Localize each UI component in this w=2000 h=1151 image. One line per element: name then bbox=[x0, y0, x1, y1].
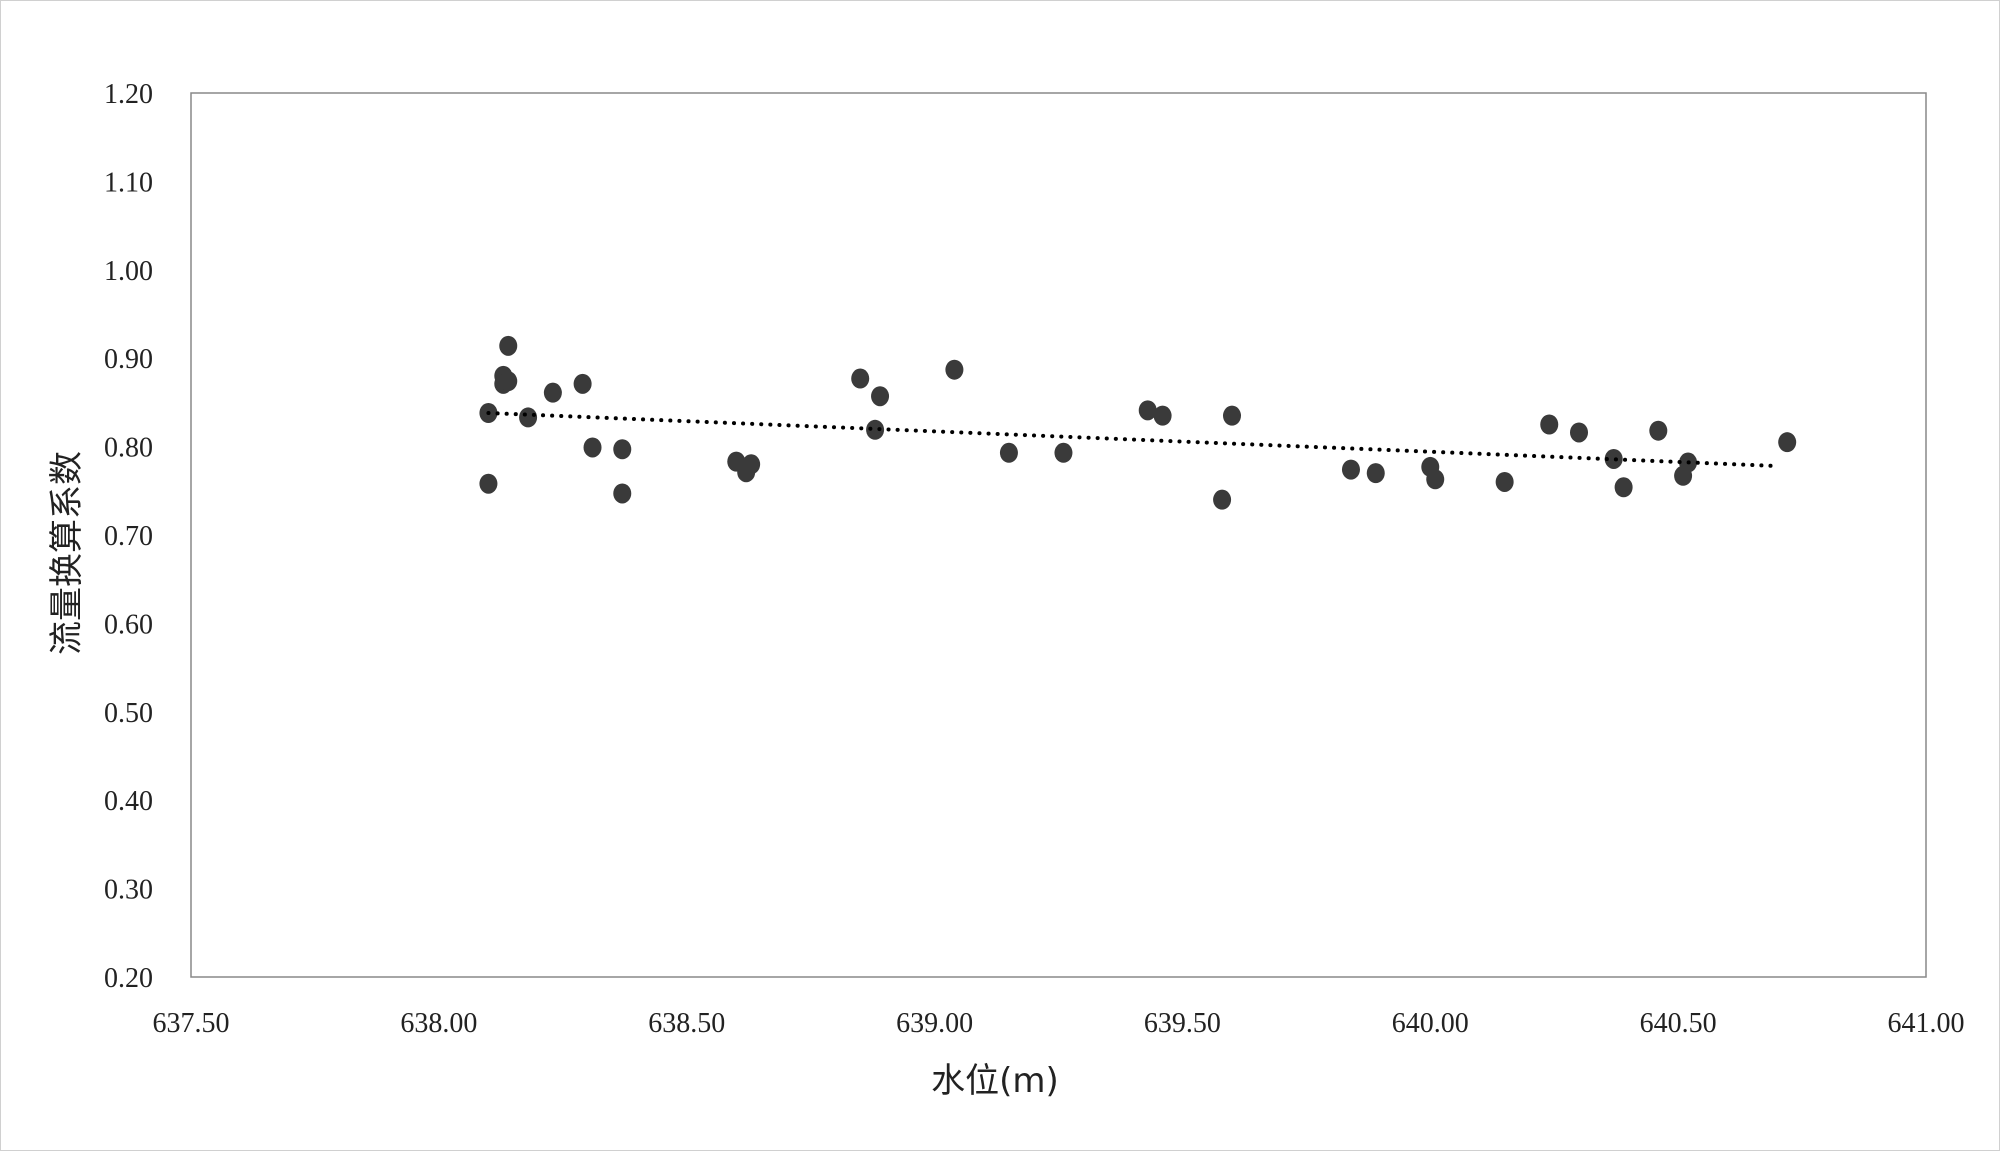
trendline bbox=[486, 411, 1780, 469]
data-point bbox=[499, 371, 518, 392]
y-tick-label: 0.50 bbox=[104, 698, 153, 729]
plot-area bbox=[190, 92, 1927, 978]
data-point bbox=[1604, 448, 1623, 469]
y-tick-label: 0.70 bbox=[104, 521, 153, 552]
x-tick-label: 641.00 bbox=[1888, 1008, 1965, 1039]
x-tick-label: 638.00 bbox=[400, 1008, 477, 1039]
data-point bbox=[583, 437, 602, 458]
y-axis-label: 流量换算系数 bbox=[47, 451, 87, 655]
data-point bbox=[479, 473, 498, 494]
data-point bbox=[851, 368, 870, 389]
x-axis-ticks: 637.50 638.00 638.50 639.00 639.50 640.00 640.… bbox=[153, 1008, 1965, 1039]
data-point bbox=[742, 454, 761, 475]
data-point bbox=[613, 483, 632, 504]
x-tick-label: 639.50 bbox=[1144, 1008, 1221, 1039]
data-point bbox=[1495, 471, 1514, 492]
data-point bbox=[1426, 469, 1445, 490]
data-point bbox=[573, 373, 592, 394]
data-point bbox=[1138, 400, 1157, 421]
y-axis-ticks: 0.20 0.30 0.40 0.50 0.60 0.70 0.80 0.90 1.00 1.10… bbox=[104, 79, 153, 994]
data-point bbox=[1614, 477, 1633, 498]
y-tick-label: 0.80 bbox=[104, 433, 153, 464]
y-tick-label: 0.90 bbox=[104, 344, 153, 375]
data-point bbox=[871, 386, 890, 407]
y-tick-label: 1.10 bbox=[104, 167, 153, 198]
data-point bbox=[1540, 414, 1559, 435]
data-point bbox=[499, 335, 518, 356]
x-tick-label: 637.50 bbox=[153, 1008, 230, 1039]
data-point bbox=[1153, 405, 1172, 426]
data-point bbox=[1341, 459, 1360, 480]
y-tick-label: 0.40 bbox=[104, 786, 153, 817]
x-axis-label: 水位(m) bbox=[931, 1061, 1059, 1101]
x-tick-label: 640.00 bbox=[1392, 1008, 1469, 1039]
x-tick-label: 639.00 bbox=[896, 1008, 973, 1039]
data-point bbox=[945, 359, 964, 380]
data-point bbox=[1366, 463, 1385, 484]
y-tick-label: 0.30 bbox=[104, 875, 153, 906]
data-point bbox=[1649, 420, 1668, 441]
data-point bbox=[519, 407, 538, 428]
y-tick-label: 0.20 bbox=[104, 963, 153, 994]
data-point bbox=[613, 439, 632, 460]
data-point bbox=[1223, 405, 1241, 426]
data-point bbox=[866, 419, 885, 440]
data-point bbox=[1778, 432, 1797, 453]
data-point bbox=[999, 442, 1018, 463]
data-point bbox=[1054, 442, 1073, 463]
x-tick-label: 640.50 bbox=[1640, 1008, 1717, 1039]
x-tick-label: 638.50 bbox=[648, 1008, 725, 1039]
y-tick-label: 1.20 bbox=[104, 79, 153, 110]
data-point bbox=[1213, 489, 1232, 510]
data-points bbox=[479, 335, 1797, 510]
y-tick-label: 0.60 bbox=[104, 609, 153, 640]
data-point bbox=[1570, 422, 1588, 443]
data-point bbox=[543, 382, 562, 403]
y-tick-label: 1.00 bbox=[104, 256, 153, 287]
